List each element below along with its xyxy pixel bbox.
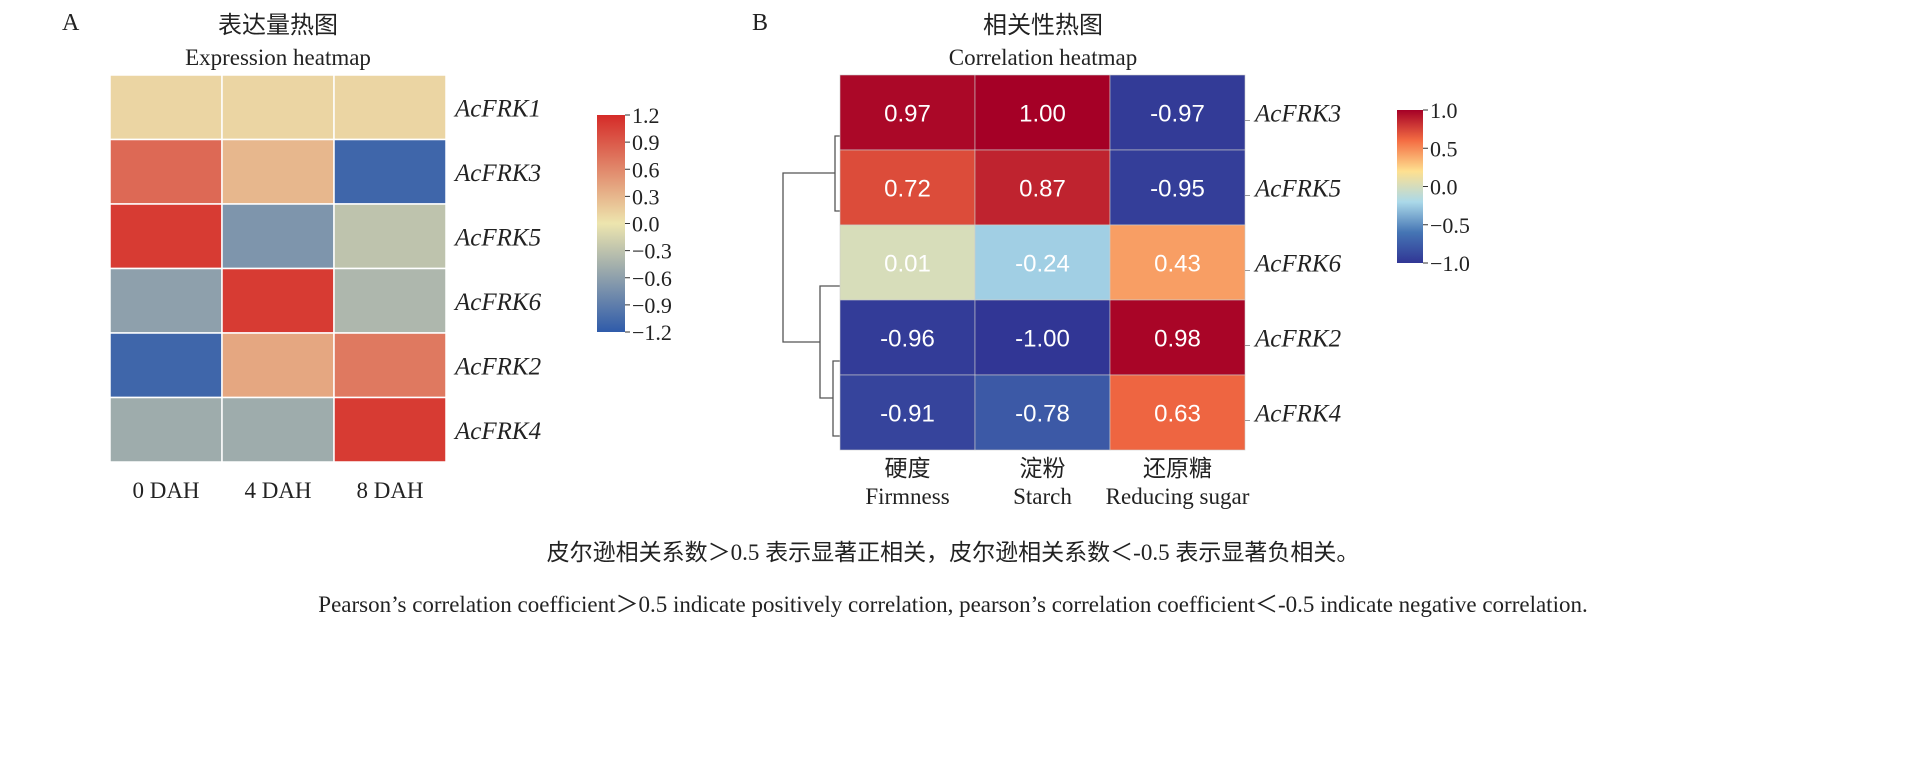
- correlation-colorbar: [1397, 110, 1423, 263]
- row-label: AcFRK6: [453, 289, 542, 316]
- cell-value-label: -0.97: [1150, 101, 1205, 128]
- cell-value-label: 0.01: [884, 251, 931, 278]
- heatmap-cell: [333, 332, 447, 399]
- correlation-row-labels: AcFRK3 AcFRK5 AcFRK6 AcFRK2 AcFRK4: [1245, 101, 1342, 428]
- colorbar-tick-label: 0.5: [1430, 136, 1458, 161]
- heatmap-cell: [333, 396, 447, 463]
- panel-b-subtitle: Correlation heatmap: [949, 45, 1137, 70]
- row-label: AcFRK5: [1253, 176, 1341, 203]
- row-label: AcFRK2: [1253, 326, 1341, 353]
- heatmap-cell: [221, 332, 335, 399]
- heatmap-cell: [839, 224, 976, 301]
- colorbar-tick-label: 1.2: [632, 103, 660, 128]
- heatmap-cell: [221, 74, 335, 141]
- column-label: 0 DAH: [132, 478, 199, 503]
- colorbar-tick-label: 1.0: [1430, 98, 1458, 123]
- row-dendrogram: [782, 135, 840, 437]
- cell-value-label: -1.00: [1015, 326, 1070, 353]
- panel-b-title: 相关性热图: [983, 12, 1103, 39]
- colorbar-tick-label: 0.9: [632, 130, 660, 155]
- column-label-cn: 还原糖: [1143, 456, 1212, 481]
- column-label-cn: 硬度: [885, 456, 931, 481]
- correlation-colorbar-ticks: 1.0 0.5 0.0 −0.5 −1.0: [1423, 98, 1470, 276]
- heatmap-cell: [974, 224, 1111, 301]
- cell-value-label: 0.87: [1019, 176, 1066, 203]
- heatmap-cell: [333, 138, 447, 205]
- cell-value-label: -0.96: [880, 326, 935, 353]
- cell-value-label: 1.00: [1019, 101, 1066, 128]
- expression-row-labels: AcFRK1 AcFRK3 AcFRK5 AcFRK6 AcFRK2 AcFRK4: [453, 95, 542, 445]
- row-label: AcFRK4: [1253, 401, 1341, 428]
- panel-a-title: 表达量热图: [218, 12, 338, 39]
- heatmap-cell: [221, 396, 335, 463]
- heatmap-cell: [333, 74, 447, 141]
- column-label: Starch: [1013, 484, 1072, 509]
- colorbar-tick-label: 0.0: [632, 212, 660, 237]
- heatmap-cell: [974, 299, 1111, 376]
- heatmap-cell: [974, 374, 1111, 451]
- expression-column-labels: 0 DAH 4 DAH 8 DAH: [132, 478, 423, 503]
- heatmap-cell: [839, 299, 976, 376]
- cell-value-label: 0.97: [884, 101, 931, 128]
- heatmap-cell: [1109, 374, 1246, 451]
- panel-b-label: B: [752, 10, 768, 36]
- caption-cn: 皮尔逊相关系数＞0.5 表示显著正相关，皮尔逊相关系数＜-0.5 表示显著负相关…: [547, 540, 1360, 565]
- column-label-cn: 淀粉: [1020, 456, 1066, 481]
- colorbar-tick-label: −1.0: [1430, 251, 1470, 276]
- column-label: 8 DAH: [356, 478, 423, 503]
- column-label: 4 DAH: [244, 478, 311, 503]
- panel-a-label: A: [62, 10, 80, 36]
- cell-value-label: 0.63: [1154, 401, 1201, 428]
- heatmap-cell: [839, 374, 976, 451]
- column-label: Firmness: [865, 484, 949, 509]
- colorbar-tick-label: −0.3: [632, 239, 672, 264]
- colorbar-tick-label: −0.6: [632, 266, 672, 291]
- correlation-column-labels: 硬度 Firmness 淀粉 Starch 还原糖 Reducing sugar: [865, 456, 1249, 509]
- colorbar-tick-label: −0.5: [1430, 213, 1470, 238]
- colorbar-tick-label: −0.9: [632, 293, 672, 318]
- heatmap-cell: [109, 267, 223, 334]
- row-label: AcFRK3: [1253, 101, 1341, 128]
- heatmap-cell: [221, 203, 335, 270]
- heatmap-cell: [333, 267, 447, 334]
- expression-colorbar-ticks: 1.20.90.60.3 0.0−0.3−0.6−0.9−1.2: [625, 103, 672, 345]
- heatmap-cell: [333, 203, 447, 270]
- expression-heatmap: [109, 74, 447, 463]
- heatmap-cell: [221, 138, 335, 205]
- cell-value-label: -0.91: [880, 401, 935, 428]
- heatmap-cell: [1109, 224, 1246, 301]
- row-label: AcFRK5: [453, 224, 541, 251]
- cell-value-label: 0.98: [1154, 326, 1201, 353]
- heatmap-cell: [1109, 149, 1246, 226]
- heatmap-cell: [1109, 299, 1246, 376]
- row-label: AcFRK3: [453, 160, 541, 187]
- colorbar-tick-label: −1.2: [632, 320, 672, 345]
- caption-en: Pearson’s correlation coefficient＞0.5 in…: [318, 592, 1587, 617]
- colorbar-tick-label: 0.3: [632, 184, 660, 209]
- row-label: AcFRK4: [453, 418, 541, 445]
- expression-colorbar: [597, 115, 625, 332]
- colorbar-tick-label: 0.0: [1430, 175, 1458, 200]
- row-label: AcFRK2: [453, 353, 541, 380]
- heatmap-cell: [109, 74, 223, 141]
- cell-value-label: 0.72: [884, 176, 931, 203]
- row-label: AcFRK6: [1253, 251, 1342, 278]
- heatmap-cell: [109, 138, 223, 205]
- panel-a-subtitle: Expression heatmap: [185, 45, 371, 70]
- heatmap-cell: [109, 203, 223, 270]
- correlation-heatmap: 0.97 1.00 -0.97 0.72 0.87 -0.95 0.01 -0.24 0.43 -…: [839, 74, 1246, 451]
- cell-value-label: -0.24: [1015, 251, 1070, 278]
- heatmap-cell: [109, 396, 223, 463]
- row-label: AcFRK1: [453, 95, 541, 122]
- colorbar-tick-label: 0.6: [632, 157, 660, 182]
- heatmap-cell: [221, 267, 335, 334]
- heatmap-cell: [109, 332, 223, 399]
- column-label: Reducing sugar: [1106, 484, 1250, 509]
- cell-value-label: -0.95: [1150, 176, 1205, 203]
- cell-value-label: -0.78: [1015, 401, 1070, 428]
- cell-value-label: 0.43: [1154, 251, 1201, 278]
